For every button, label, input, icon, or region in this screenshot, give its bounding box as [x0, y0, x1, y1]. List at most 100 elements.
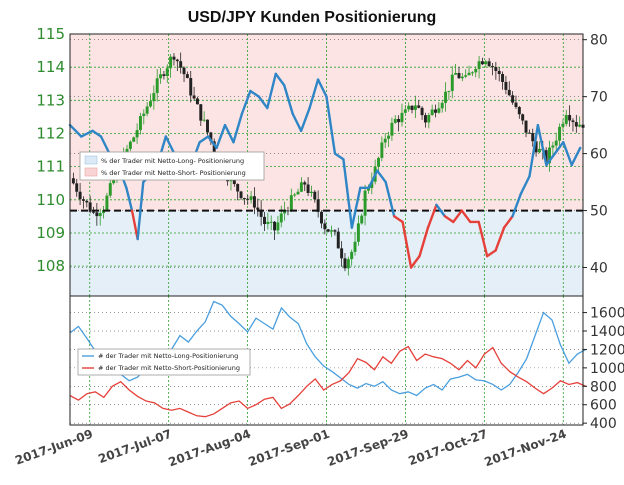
candle-body: [303, 182, 307, 185]
date-tick-label: 2017-Oct-27: [406, 427, 489, 469]
candle-body: [189, 78, 193, 96]
candle-body: [149, 101, 152, 107]
net-long-segment: [266, 72, 277, 110]
net-long-segment: [136, 180, 145, 241]
candle-body: [195, 98, 199, 105]
net-short-segment: [418, 226, 430, 258]
candle-body: [206, 119, 209, 133]
net-long-segment: [274, 72, 286, 87]
count-tick-label: 1200: [590, 342, 624, 358]
net-long-segment: [249, 89, 261, 98]
net-long-segment: [333, 152, 345, 161]
candle-body: [524, 120, 528, 133]
candle-body: [484, 61, 488, 65]
candle-body: [501, 74, 505, 82]
count-axis-ticks: 400 600 800 1000 1200 1400 1600: [583, 306, 624, 432]
candle-body: [232, 178, 236, 185]
candle-body: [474, 68, 478, 73]
candle-body: [477, 61, 481, 69]
candle-body: [491, 66, 494, 68]
price-tick-label: 113: [36, 91, 65, 109]
candle-body: [185, 74, 189, 79]
candle-body: [242, 198, 246, 200]
net-short-segment: [494, 226, 506, 252]
candle-body: [159, 74, 163, 79]
candle-body: [276, 222, 280, 231]
candle-body: [370, 181, 374, 189]
date-tick-label: 2017-Jun-09: [13, 427, 94, 468]
price-tick-label: 109: [36, 224, 65, 242]
net-short-segment: [392, 215, 404, 224]
net-short-segment: [502, 215, 514, 229]
date-tick-label: 2017-Jul-07: [96, 427, 173, 467]
candle-body: [95, 212, 99, 217]
percent-tick-label: 50: [590, 204, 608, 220]
candle-body: [413, 105, 417, 110]
net-long-segment: [316, 78, 328, 98]
price-tick-label: 110: [36, 191, 65, 209]
price-tick-label: 112: [36, 124, 65, 142]
candle-body: [172, 56, 176, 60]
candle-body: [152, 93, 156, 102]
candle-body: [464, 75, 468, 77]
candle-body: [434, 109, 437, 113]
price-axis-ticks: 108 109 110 111 112 113 114 115: [36, 25, 65, 275]
net-long-segment: [545, 152, 557, 167]
candle-body: [514, 102, 518, 108]
date-tick-label: 2017-Nov-24: [483, 427, 569, 470]
candle-body: [246, 198, 250, 200]
candle-body: [360, 215, 364, 224]
candle-body: [551, 145, 555, 148]
candle-body: [209, 132, 213, 142]
candle-body: [88, 202, 92, 212]
candle-body: [286, 210, 290, 212]
candle-body: [293, 194, 297, 196]
candle-body: [444, 91, 448, 103]
net-long-segment: [376, 169, 387, 184]
candle-body: [249, 196, 253, 200]
candle-body: [236, 184, 240, 192]
candle-body: [142, 113, 146, 117]
net-long-segment: [283, 84, 294, 115]
net-long-segment: [68, 123, 83, 138]
net-long-segment: [367, 169, 379, 189]
candle-body: [85, 200, 89, 203]
candle-body: [366, 188, 370, 191]
candle-body: [440, 102, 444, 109]
short-trader-count-line: [69, 345, 587, 418]
price-tick-label: 111: [36, 158, 65, 176]
date-tick-label: 2017-Sep-01: [246, 427, 331, 469]
candle-body: [437, 108, 441, 113]
candle-body: [554, 140, 558, 146]
candle-body: [105, 195, 109, 211]
long-zone-background: [70, 210, 583, 296]
net-long-segment: [80, 129, 94, 138]
count-tick-label: 1000: [590, 361, 624, 377]
candle-body: [336, 231, 340, 249]
percent-axis-ticks: 40 50 60 70 80: [583, 33, 608, 277]
legend-short-count-label: # der Trader mit Netto-Short-Positionier…: [98, 364, 240, 372]
candle-body: [417, 105, 421, 108]
candle-body: [299, 182, 303, 192]
candle-body: [383, 138, 387, 143]
candle-body: [574, 122, 578, 127]
price-candles: [71, 52, 585, 276]
candle-body: [430, 109, 434, 116]
net-short-segment: [409, 254, 421, 269]
net-long-segment: [125, 186, 134, 212]
candle-body: [269, 221, 273, 223]
candle-body: [125, 148, 129, 153]
candle-body: [568, 115, 572, 121]
candle-body: [356, 223, 360, 242]
net-short-segment: [485, 249, 497, 258]
net-long-segment: [206, 135, 218, 150]
candle-body: [263, 216, 266, 225]
candle-body: [273, 221, 277, 231]
net-long-segment: [164, 135, 176, 155]
candle-body: [578, 124, 582, 127]
candle-body: [521, 114, 525, 121]
candle-body: [179, 61, 183, 68]
upper-legend-box: [79, 151, 265, 181]
candle-body: [81, 199, 85, 201]
